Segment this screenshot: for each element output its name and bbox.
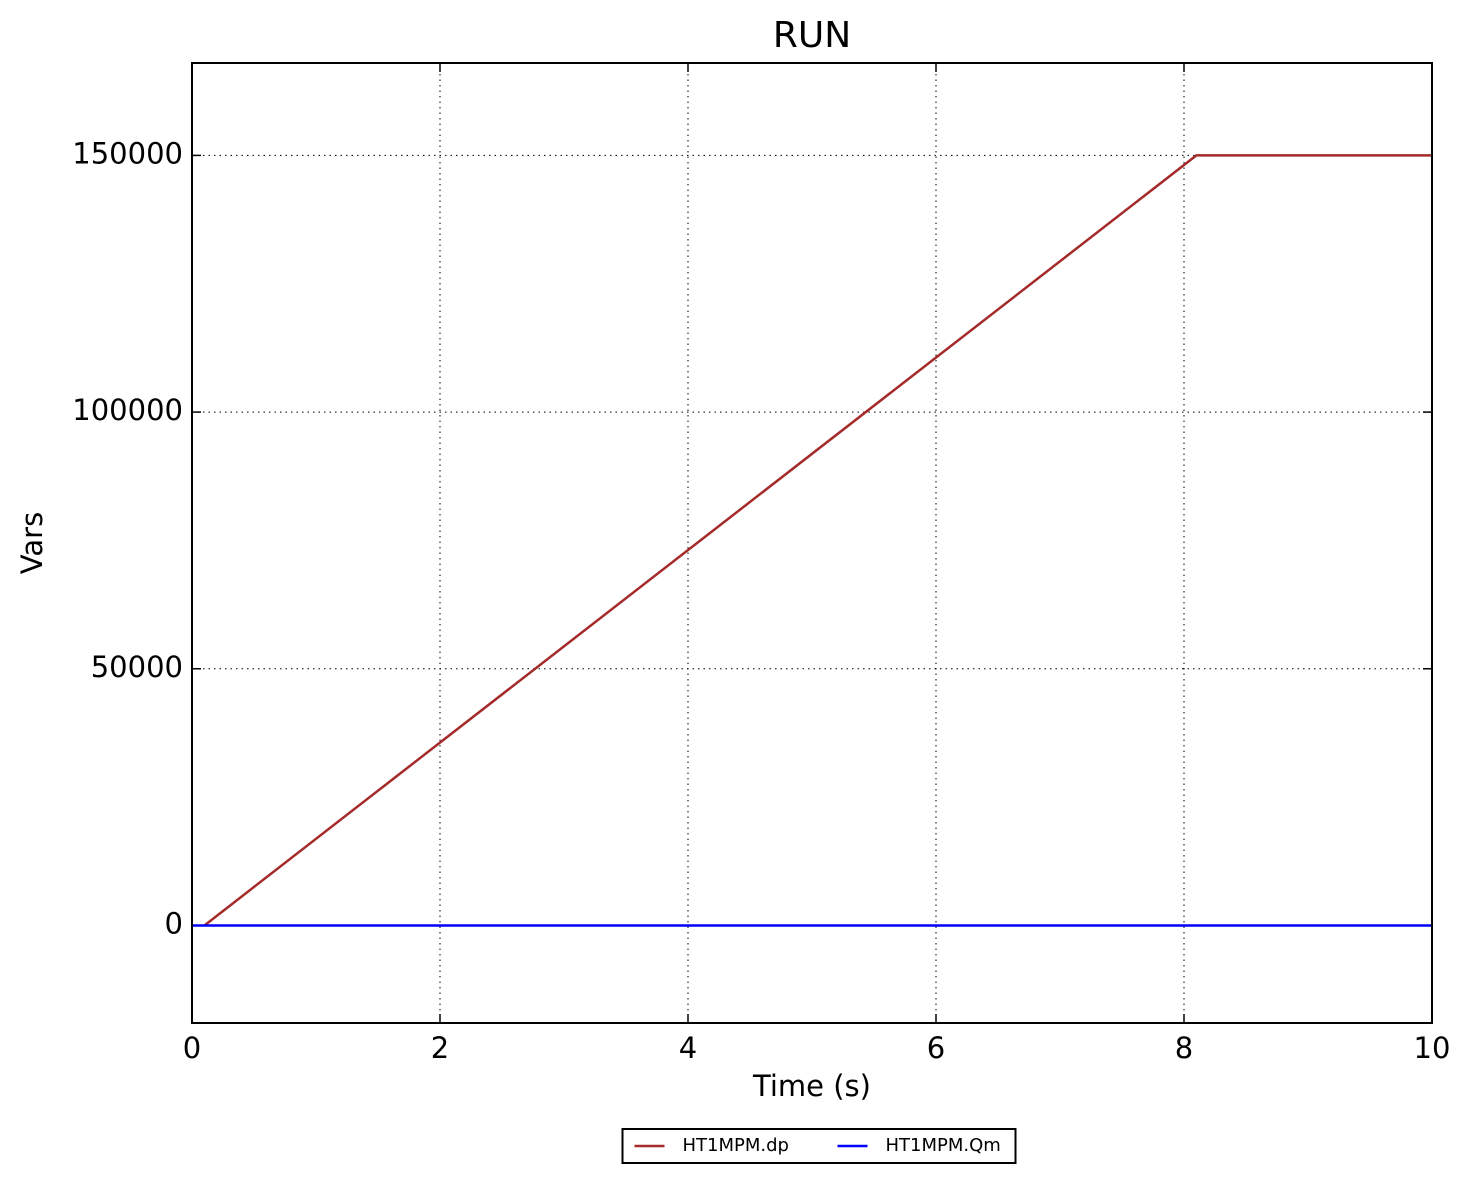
- chart-title: RUN: [773, 15, 851, 56]
- y-tick-label: 50000: [91, 650, 183, 684]
- legend-label: HT1MPM.dp: [683, 1135, 789, 1156]
- x-tick-label: 10: [1414, 1031, 1451, 1065]
- x-tick-label: 4: [679, 1031, 697, 1065]
- legend-box: [621, 1128, 1017, 1164]
- y-axis-label: Vars: [15, 512, 49, 574]
- data-line: [203, 154, 1432, 927]
- legend-label: HT1MPM.Qm: [886, 1135, 1001, 1156]
- x-tick-label: 2: [431, 1031, 449, 1065]
- y-tick-label: 100000: [72, 393, 183, 427]
- x-tick-label: 0: [183, 1031, 201, 1065]
- y-tick-label: 0: [165, 906, 183, 940]
- x-tick-label: 8: [1175, 1031, 1193, 1065]
- x-axis-label: Time (s): [752, 1069, 871, 1103]
- x-tick-label: 6: [927, 1031, 945, 1065]
- y-tick-label: 150000: [72, 136, 183, 170]
- plot-frame: [191, 62, 1433, 1024]
